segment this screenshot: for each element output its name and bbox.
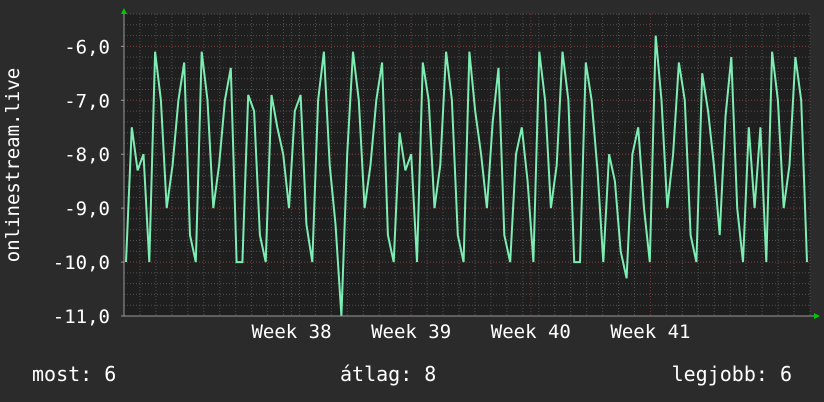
y-tick-label: -6,0 xyxy=(64,36,110,58)
y-tick-label: -8,0 xyxy=(64,144,110,166)
x-tick-label: Week 38 xyxy=(251,321,331,343)
x-tick-labels: Week 38 Week 39 Week 40 Week 41 xyxy=(251,321,690,343)
y-axis-label: onlinestream.live xyxy=(2,68,24,262)
axes xyxy=(121,8,820,319)
average-value: átlag: 8 xyxy=(340,362,437,386)
series-line xyxy=(125,35,808,317)
best-value: legjobb: 6 xyxy=(671,362,792,386)
x-tick-label: Week 41 xyxy=(610,321,690,343)
y-tick-label: -11,0 xyxy=(53,306,110,328)
current-value: most: 6 xyxy=(32,362,117,386)
y-tick-label: -10,0 xyxy=(53,252,110,274)
y-tick-label: -7,0 xyxy=(64,90,110,112)
y-tick-labels: -11,0 -10,0 -9,0 -8,0 -7,0 -6,0 xyxy=(53,36,110,328)
y-tick-label: -9,0 xyxy=(64,198,110,220)
x-tick-label: Week 40 xyxy=(491,321,571,343)
x-tick-label: Week 39 xyxy=(371,321,451,343)
x-axis-arrow xyxy=(814,313,820,319)
y-axis-arrow xyxy=(121,8,127,14)
